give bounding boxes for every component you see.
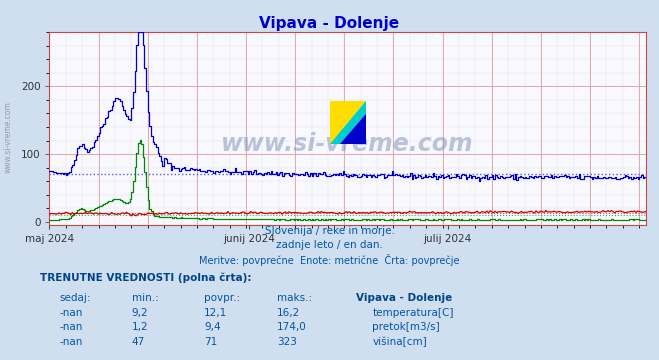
Text: pretok[m3/s]: pretok[m3/s] [372, 323, 440, 333]
Text: Meritve: povprečne  Enote: metrične  Črta: povprečje: Meritve: povprečne Enote: metrične Črta:… [199, 253, 460, 266]
Text: povpr.:: povpr.: [204, 293, 241, 303]
Polygon shape [330, 101, 366, 144]
Text: zadnje leto / en dan.: zadnje leto / en dan. [276, 240, 383, 251]
Text: 12,1: 12,1 [204, 308, 227, 318]
Text: 47: 47 [132, 337, 145, 347]
Text: www.si-vreme.com: www.si-vreme.com [221, 132, 474, 156]
Text: min.:: min.: [132, 293, 159, 303]
Text: 1,2: 1,2 [132, 323, 148, 333]
Text: višina[cm]: višina[cm] [372, 337, 427, 347]
Text: -nan: -nan [59, 308, 82, 318]
Text: sedaj:: sedaj: [59, 293, 91, 303]
Text: 323: 323 [277, 337, 297, 347]
Text: -nan: -nan [59, 337, 82, 347]
Polygon shape [330, 101, 366, 144]
Text: 174,0: 174,0 [277, 323, 306, 333]
Text: Slovenija / reke in morje.: Slovenija / reke in morje. [264, 226, 395, 236]
Text: www.si-vreme.com: www.si-vreme.com [3, 101, 13, 173]
Text: -nan: -nan [59, 323, 82, 333]
Text: 71: 71 [204, 337, 217, 347]
Text: temperatura[C]: temperatura[C] [372, 308, 454, 318]
Text: 16,2: 16,2 [277, 308, 300, 318]
Text: TRENUTNE VREDNOSTI (polna črta):: TRENUTNE VREDNOSTI (polna črta): [40, 272, 251, 283]
Text: 9,2: 9,2 [132, 308, 148, 318]
Text: 9,4: 9,4 [204, 323, 221, 333]
Text: Vipava - Dolenje: Vipava - Dolenje [260, 16, 399, 31]
Text: Vipava - Dolenje: Vipava - Dolenje [356, 293, 452, 303]
Polygon shape [340, 114, 366, 144]
Text: maks.:: maks.: [277, 293, 312, 303]
